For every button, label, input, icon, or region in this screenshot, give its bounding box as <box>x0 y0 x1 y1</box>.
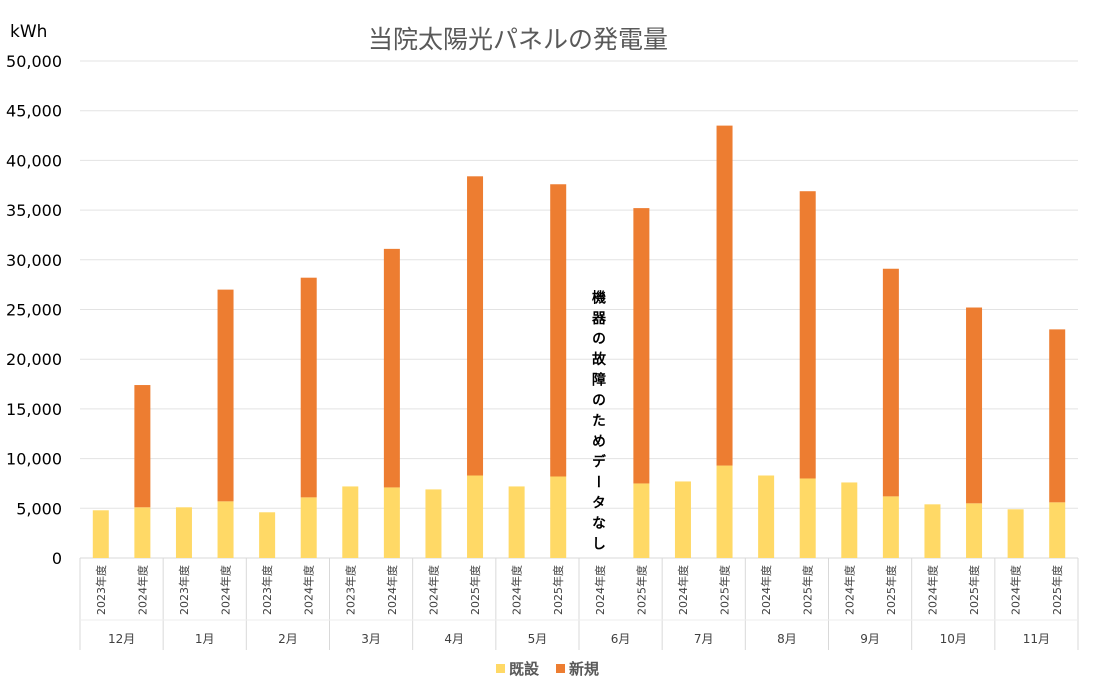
bar-existing <box>175 507 192 558</box>
bar-existing <box>217 501 234 558</box>
bar-existing <box>633 483 650 558</box>
bar-existing <box>259 512 276 558</box>
bar-new <box>633 208 650 484</box>
y-tick-label: 20,000 <box>6 350 62 369</box>
y-tick-label: 35,000 <box>6 201 62 220</box>
bar-existing <box>300 497 317 558</box>
bar-new <box>300 277 317 498</box>
year-label: 2024年度 <box>426 565 440 615</box>
legend-swatch <box>556 664 565 673</box>
year-label: 2024年度 <box>135 565 149 615</box>
bar-existing <box>716 465 733 558</box>
bar-existing <box>134 507 151 558</box>
month-label: 11月 <box>1023 632 1050 646</box>
year-label: 2024年度 <box>385 565 399 615</box>
year-label: 2024年度 <box>219 565 233 615</box>
legend-swatch <box>496 664 505 673</box>
month-label: 12月 <box>108 632 135 646</box>
bar-existing <box>383 487 400 558</box>
bar-new <box>799 191 816 479</box>
bar-existing <box>1007 509 1024 558</box>
y-tick-label: 25,000 <box>6 301 62 320</box>
month-label: 2月 <box>278 632 298 646</box>
month-label: 5月 <box>528 632 548 646</box>
bar-existing <box>799 478 816 558</box>
year-label: 2024年度 <box>676 565 690 615</box>
year-label: 2023年度 <box>260 565 274 615</box>
bar-new <box>882 268 899 497</box>
year-label: 2023年度 <box>94 565 108 615</box>
bar-new <box>1049 329 1066 503</box>
year-label: 2025年度 <box>1050 565 1064 615</box>
year-label: 2025年度 <box>551 565 565 615</box>
y-tick-label: 0 <box>52 549 62 568</box>
month-label: 8月 <box>777 632 797 646</box>
annotation-no-data: 機器の故障のためデータなし <box>590 290 606 557</box>
year-label: 2025年度 <box>801 565 815 615</box>
bar-existing <box>92 510 109 558</box>
year-label: 2025年度 <box>634 565 648 615</box>
year-label: 2025年度 <box>718 565 732 615</box>
y-tick-label: 45,000 <box>6 102 62 121</box>
bar-new <box>716 125 733 466</box>
bar-new <box>134 385 151 508</box>
year-label: 2024年度 <box>302 565 316 615</box>
year-label: 2024年度 <box>1009 565 1023 615</box>
month-label: 4月 <box>444 632 464 646</box>
bar-new <box>966 307 983 504</box>
year-label: 2025年度 <box>967 565 981 615</box>
month-label: 1月 <box>195 632 215 646</box>
year-label: 2025年度 <box>468 565 482 615</box>
y-tick-label: 5,000 <box>16 499 62 518</box>
y-tick-label: 40,000 <box>6 151 62 170</box>
bar-existing <box>1049 502 1066 558</box>
year-label: 2024年度 <box>593 565 607 615</box>
month-label: 10月 <box>940 632 967 646</box>
bar-existing <box>550 476 567 558</box>
year-label: 2023年度 <box>343 565 357 615</box>
bar-new <box>217 289 234 502</box>
y-tick-label: 10,000 <box>6 450 62 469</box>
bar-new <box>550 184 567 477</box>
bar-existing <box>882 496 899 558</box>
month-label: 3月 <box>361 632 381 646</box>
bar-existing <box>425 489 442 558</box>
month-label: 6月 <box>611 632 631 646</box>
year-label: 2024年度 <box>510 565 524 615</box>
legend-label: 新規 <box>569 660 599 678</box>
bar-existing <box>841 482 858 558</box>
y-tick-label: 15,000 <box>6 400 62 419</box>
y-tick-label: 30,000 <box>6 251 62 270</box>
bar-new <box>467 176 484 476</box>
bar-existing <box>467 475 484 558</box>
year-label: 2024年度 <box>925 565 939 615</box>
bar-existing <box>508 486 525 558</box>
month-label: 7月 <box>694 632 714 646</box>
bar-existing <box>342 486 359 558</box>
bar-existing <box>758 475 775 558</box>
year-label: 2023年度 <box>177 565 191 615</box>
legend-label: 既設 <box>509 660 540 678</box>
year-label: 2024年度 <box>842 565 856 615</box>
bar-existing <box>924 504 941 558</box>
bar-existing <box>966 503 983 558</box>
year-label: 2025年度 <box>884 565 898 615</box>
year-label: 2024年度 <box>759 565 773 615</box>
y-tick-label: 50,000 <box>6 52 62 71</box>
chart-title: 当院太陽光パネルの発電量 <box>368 25 668 54</box>
bar-existing <box>674 481 691 558</box>
bar-new <box>383 248 400 488</box>
y-axis-label: kWh <box>10 22 47 42</box>
month-label: 9月 <box>860 632 880 646</box>
